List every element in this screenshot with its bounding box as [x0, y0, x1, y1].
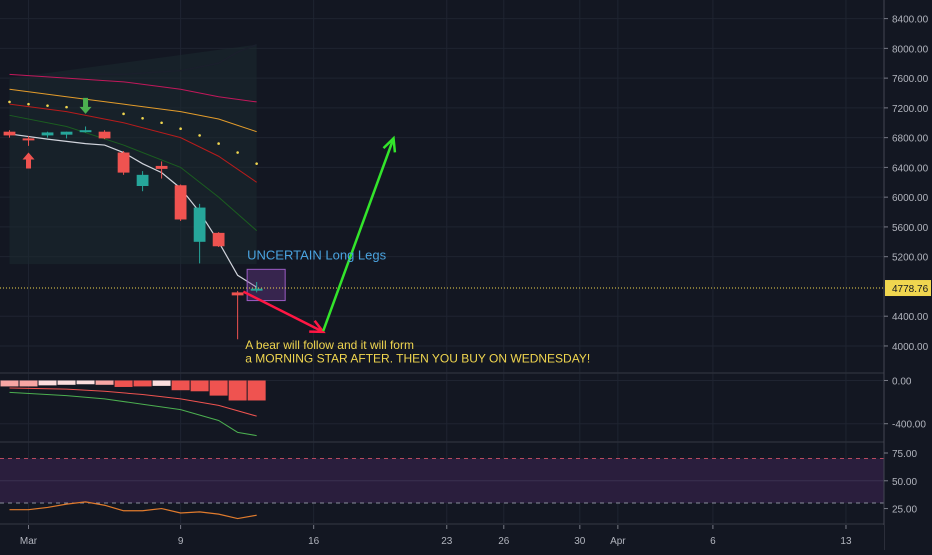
psar-dot	[198, 134, 201, 137]
signal-arrow-down-icon	[79, 97, 92, 114]
time-tick-label: 13	[840, 536, 852, 547]
candle-body[interactable]	[174, 185, 187, 220]
macd-histogram-bar	[0, 380, 19, 387]
macd-histogram-bar	[19, 380, 38, 387]
candle-body[interactable]	[193, 207, 206, 242]
candle-body[interactable]	[136, 174, 149, 186]
rsi-tick-label: 50.00	[892, 477, 917, 488]
psar-dot	[27, 102, 30, 106]
rsi-tick-label: 75.00	[892, 449, 917, 460]
price-tick-label: 7600.00	[892, 74, 929, 85]
price-tick-label: 6000.00	[892, 193, 929, 204]
macd-histogram-bar	[38, 380, 57, 386]
macd-histogram-bar	[114, 380, 133, 387]
bear-arrow-head	[309, 319, 326, 334]
band-fill	[9, 44, 257, 265]
psar-dot	[236, 151, 239, 154]
macd-histogram-bar	[133, 380, 152, 387]
macd-signal	[9, 387, 257, 417]
candle-body[interactable]	[117, 152, 130, 173]
candle-body[interactable]	[250, 288, 263, 291]
time-tick-label: 26	[498, 536, 510, 547]
macd-tick-label: -400.00	[892, 420, 926, 431]
psar-dot	[141, 116, 144, 120]
macd-histogram-bar	[95, 380, 114, 385]
candle-body[interactable]	[79, 130, 92, 133]
time-tick-label: 6	[710, 536, 716, 547]
ema-red-line	[9, 103, 257, 183]
price-tick-label: 7200.00	[892, 104, 929, 115]
ema-orange-line	[9, 88, 257, 133]
price-tick-label: 5200.00	[892, 253, 929, 264]
psar-dot	[255, 162, 258, 165]
candle-body[interactable]	[98, 131, 111, 139]
rsi-line	[9, 501, 257, 520]
macd-histogram-bar	[228, 380, 247, 401]
candle-body[interactable]	[155, 165, 168, 169]
macd-histogram-bar	[57, 380, 76, 385]
candle-body[interactable]	[231, 292, 244, 296]
time-tick-label: 30	[574, 536, 586, 547]
time-tick-label: Mar	[20, 536, 38, 547]
psar-dot	[8, 100, 11, 104]
annotation-text[interactable]: UNCERTAIN Long Legs	[247, 248, 386, 263]
time-tick-label: Apr	[610, 536, 626, 547]
psar-dot	[122, 112, 125, 116]
psar-dot	[46, 104, 49, 107]
time-tick-label: 9	[178, 536, 184, 547]
annotation-text[interactable]: A bear will follow and it will form	[245, 338, 414, 352]
time-tick-label: 23	[441, 536, 453, 547]
candle-body[interactable]	[22, 138, 35, 141]
price-tick-label: 8000.00	[892, 44, 929, 55]
candle-body[interactable]	[212, 232, 225, 247]
price-tick-label: 8400.00	[892, 15, 929, 26]
psar-dot	[160, 121, 163, 125]
bull-arrow-head	[382, 135, 397, 153]
macd-line	[9, 391, 257, 437]
macd-histogram-bar	[152, 380, 171, 386]
ema-green-line	[9, 114, 257, 232]
rsi-tick-label: 25.00	[892, 505, 917, 516]
price-tick-label: 6800.00	[892, 134, 929, 145]
candle-body[interactable]	[41, 132, 54, 136]
ma-white-line	[9, 133, 257, 288]
time-axis-background	[0, 525, 884, 550]
last-price-label: 4778.76	[892, 284, 929, 295]
psar-dot	[217, 142, 220, 145]
price-tick-label: 4000.00	[892, 342, 929, 353]
candle-body[interactable]	[60, 131, 73, 135]
macd-histogram-bar	[209, 380, 228, 396]
bull-arrow[interactable]	[322, 137, 395, 332]
price-tick-label: 5600.00	[892, 223, 929, 234]
price-axis-background	[884, 0, 932, 550]
signal-arrow-up-icon	[22, 152, 35, 169]
macd-histogram-bar	[247, 380, 266, 401]
price-tick-label: 6400.00	[892, 163, 929, 174]
psar-dot	[65, 105, 68, 109]
bear-arrow[interactable]	[242, 290, 324, 333]
psar-dot	[179, 127, 182, 131]
annotation-text[interactable]: a MORNING STAR AFTER. THEN YOU BUY ON WE…	[245, 351, 590, 365]
macd-histogram-bar	[171, 380, 190, 391]
price-tick-label: 4400.00	[892, 312, 929, 323]
candle-body[interactable]	[3, 131, 16, 136]
ema-purple-line	[9, 73, 257, 103]
last-price-badge	[885, 280, 931, 297]
macd-tick-label: 0.00	[892, 376, 912, 387]
time-tick-label: 16	[308, 536, 320, 547]
macd-histogram-bar	[76, 380, 95, 385]
band-upper-line	[9, 43, 257, 79]
macd-histogram-bar	[190, 380, 209, 392]
